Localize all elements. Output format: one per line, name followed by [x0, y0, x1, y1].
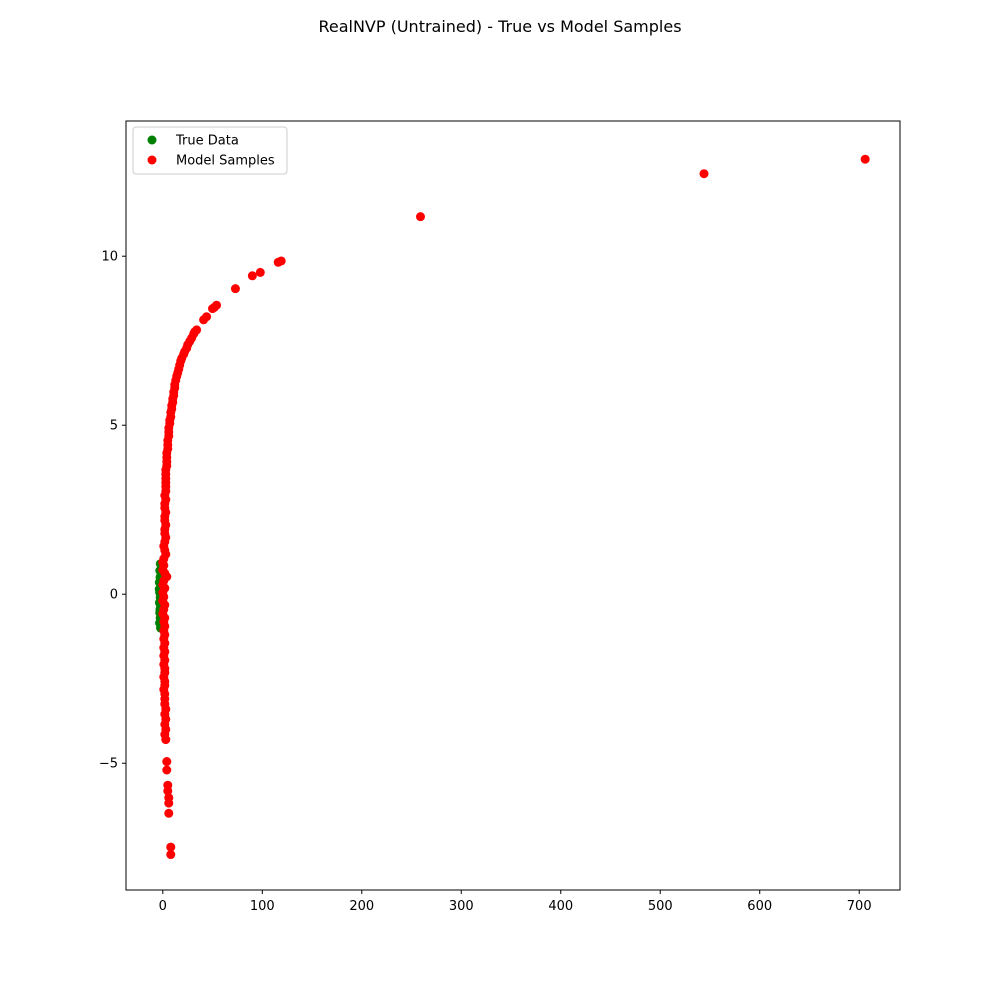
- data-point: [415, 212, 425, 222]
- x-tick-label: 600: [747, 899, 772, 914]
- x-tick-label: 700: [847, 899, 872, 914]
- legend-marker: [147, 155, 157, 165]
- y-tick-label: −5: [99, 757, 118, 772]
- data-point: [164, 798, 174, 808]
- data-point: [699, 169, 709, 179]
- data-point: [162, 757, 172, 767]
- data-point: [166, 842, 176, 852]
- y-tick-label: 10: [101, 250, 118, 265]
- legend-marker: [147, 135, 157, 145]
- legend-label: Model Samples: [176, 154, 275, 169]
- points-layer: [154, 154, 870, 860]
- data-point: [163, 786, 173, 796]
- legend-label: True Data: [175, 134, 239, 149]
- ticks-layer: 0 100 200 300 400 500 600 700 −5 0 5 10: [99, 250, 872, 914]
- data-point: [161, 735, 171, 745]
- x-tick-label: 0: [159, 899, 167, 914]
- data-point: [164, 808, 174, 818]
- x-tick-label: 400: [548, 899, 573, 914]
- data-point: [162, 765, 172, 775]
- data-point: [860, 154, 870, 164]
- data-point: [199, 315, 209, 325]
- x-tick-label: 100: [250, 899, 275, 914]
- data-point: [166, 850, 176, 860]
- chart-title: RealNVP (Untrained) - True vs Model Samp…: [318, 17, 682, 36]
- legend: True Data Model Samples: [132, 126, 288, 175]
- data-point: [273, 257, 283, 267]
- series-model-samples: [158, 154, 870, 860]
- x-tick-label: 300: [449, 899, 474, 914]
- legend-box: [132, 126, 288, 175]
- x-tick-label: 500: [648, 899, 673, 914]
- data-point: [247, 271, 257, 281]
- y-tick-label: 0: [110, 588, 118, 603]
- data-point: [208, 304, 218, 314]
- data-point: [230, 284, 240, 294]
- data-point: [255, 267, 265, 277]
- x-tick-label: 200: [349, 899, 374, 914]
- axes-frame: [125, 120, 901, 891]
- y-tick-label: 5: [110, 419, 118, 434]
